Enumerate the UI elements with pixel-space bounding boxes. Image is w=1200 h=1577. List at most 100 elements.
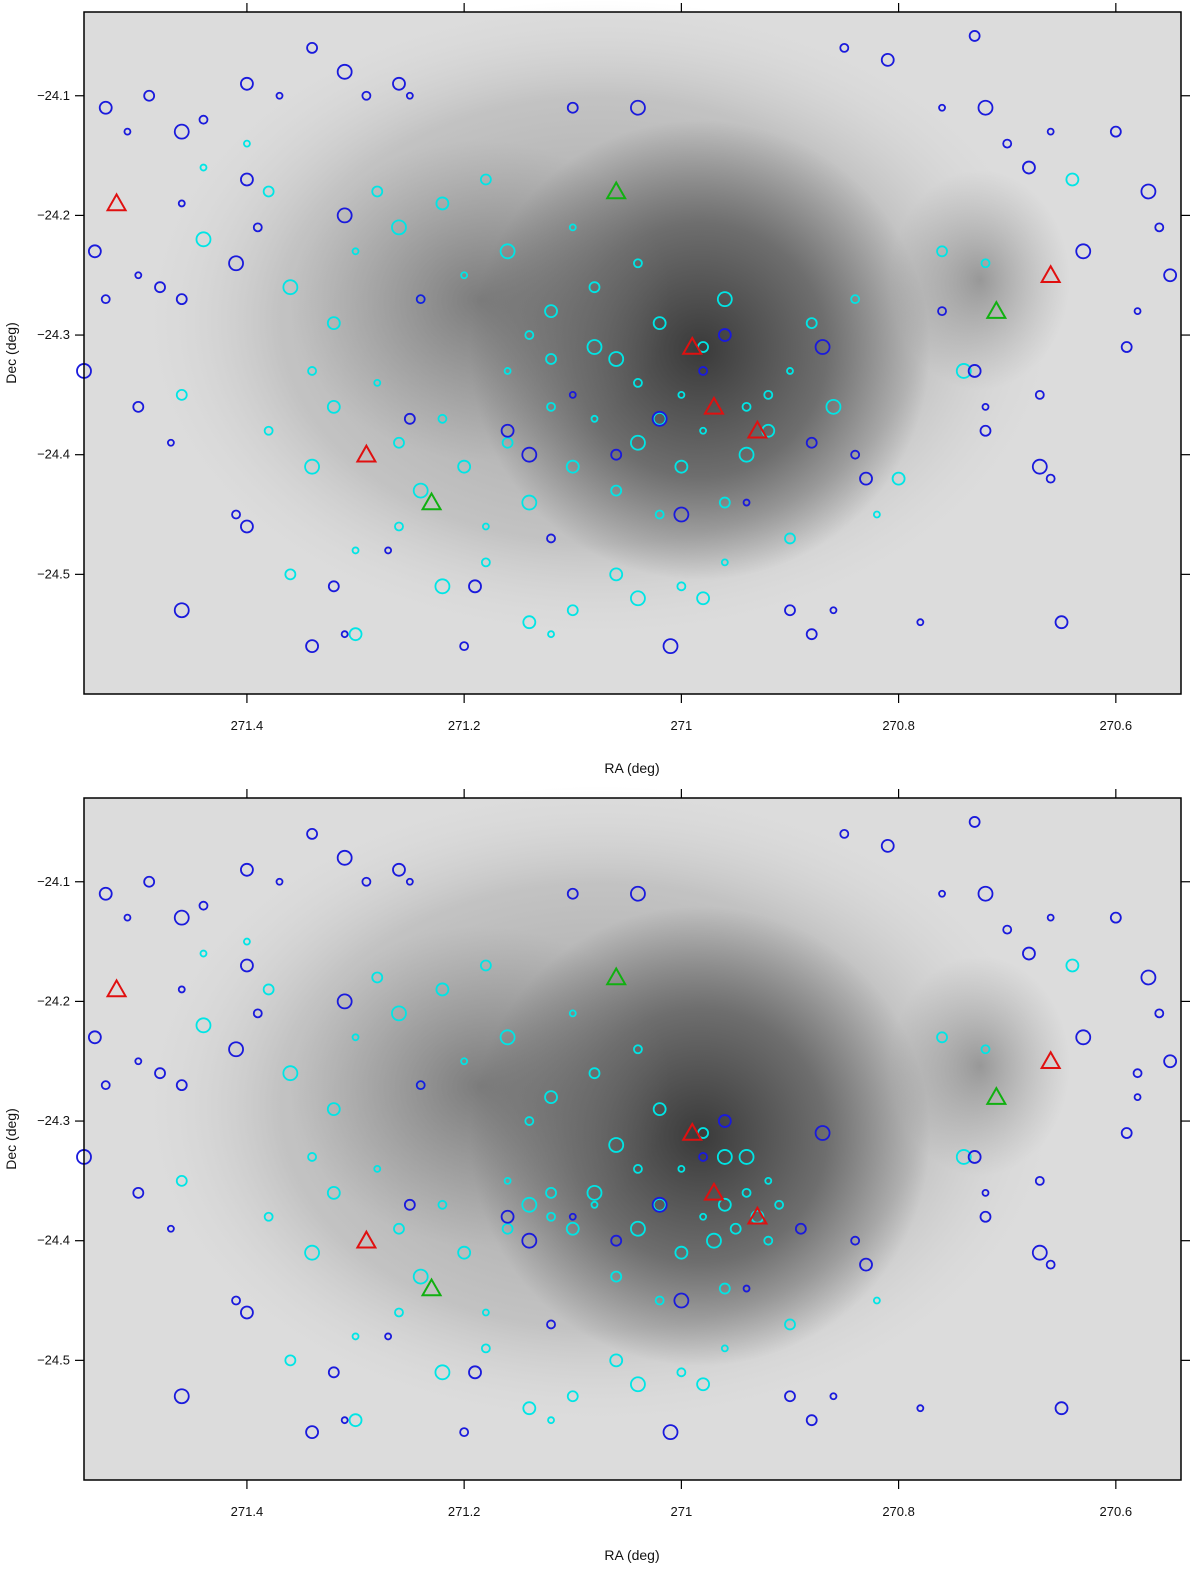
- data-point: [263, 425, 274, 436]
- data-point: [175, 1079, 188, 1092]
- triangle-marker: [105, 192, 128, 212]
- data-point: [698, 366, 708, 376]
- data-point: [859, 1257, 873, 1272]
- data-point: [173, 123, 190, 140]
- data-point: [252, 222, 263, 233]
- x-axis-label-1: RA (deg): [604, 760, 659, 776]
- data-point: [977, 885, 994, 902]
- data-point: [590, 1200, 599, 1209]
- data-point: [742, 498, 751, 507]
- data-point: [177, 199, 186, 208]
- data-point: [805, 436, 818, 449]
- data-point: [87, 244, 102, 259]
- data-point: [565, 1221, 580, 1236]
- data-point: [630, 1220, 646, 1237]
- data-point: [143, 875, 156, 888]
- data-point: [610, 1234, 623, 1247]
- data-point: [275, 91, 284, 100]
- data-point: [717, 328, 732, 342]
- y-tick-label: −24.4: [37, 447, 70, 462]
- plot-panel-1: 271.4 271.2 271 270.8 270.6 −24.1−24.2−24.3−…: [3, 0, 1190, 776]
- data-point: [243, 139, 251, 148]
- x-axis-ticks-2: 271.4 271.2 271 270.8 270.6: [231, 789, 1132, 1519]
- data-point: [839, 42, 850, 53]
- data-point: [415, 1080, 426, 1091]
- data-point: [738, 446, 755, 463]
- data-point: [717, 1197, 732, 1212]
- y-tick-label: −24.2: [37, 993, 70, 1008]
- data-point: [394, 521, 404, 532]
- data-point: [891, 471, 906, 486]
- data-point: [340, 1416, 349, 1425]
- data-point: [651, 1196, 668, 1213]
- data-point: [521, 1232, 538, 1249]
- data-point: [524, 330, 535, 340]
- data-point: [610, 484, 623, 497]
- data-point: [521, 446, 538, 463]
- data-point: [829, 606, 838, 615]
- data-point: [981, 402, 990, 411]
- data-point: [282, 279, 299, 296]
- data-point: [457, 1245, 472, 1260]
- background-image-1: [84, 0, 1181, 694]
- data-point: [198, 114, 209, 125]
- data-point: [763, 1235, 774, 1246]
- y-axis-ticks-2: −24.1 −24.2 −24.3 −24.4 −24.5: [37, 874, 1190, 1367]
- data-point: [654, 1295, 665, 1306]
- data-point: [405, 877, 414, 886]
- data-point: [981, 1188, 990, 1197]
- data-point: [173, 602, 190, 619]
- data-point: [652, 1102, 667, 1116]
- data-point: [262, 185, 275, 198]
- data-point: [630, 885, 646, 902]
- data-point: [936, 1031, 948, 1044]
- data-point: [306, 827, 318, 840]
- data-point: [304, 1244, 320, 1261]
- data-point: [784, 532, 796, 545]
- data-point: [1075, 1029, 1092, 1046]
- x-tick-label: 271.2: [448, 718, 481, 733]
- data-point: [850, 294, 861, 305]
- data-point: [231, 509, 241, 520]
- triangle-marker: [355, 443, 378, 463]
- data-point: [568, 1009, 577, 1018]
- data-point: [371, 971, 384, 984]
- data-point: [87, 1030, 102, 1045]
- data-point: [305, 1425, 319, 1440]
- data-point: [304, 458, 320, 475]
- data-point: [938, 889, 946, 898]
- x-axis-ticks-1: 271.4 271.2 271 270.8 270.6: [231, 3, 1132, 733]
- data-point: [351, 1033, 360, 1042]
- data-point: [499, 243, 516, 260]
- data-point: [457, 459, 472, 474]
- data-point: [610, 448, 623, 461]
- data-point: [524, 1116, 535, 1126]
- data-point: [195, 1017, 212, 1034]
- data-point: [763, 389, 774, 400]
- data-point: [166, 1224, 175, 1233]
- data-point: [307, 1152, 317, 1162]
- data-point: [814, 339, 831, 355]
- data-point: [718, 496, 731, 509]
- x-tick-label: 271.4: [231, 1504, 264, 1519]
- data-point: [500, 1209, 515, 1224]
- data-point: [521, 1196, 538, 1213]
- data-point: [361, 876, 372, 887]
- data-point: [980, 258, 991, 269]
- data-point: [654, 509, 665, 520]
- data-point: [199, 949, 208, 958]
- data-point: [968, 816, 981, 828]
- data-point: [326, 1102, 341, 1116]
- data-point: [544, 1090, 558, 1105]
- data-point: [98, 886, 113, 901]
- data-point: [738, 1149, 755, 1165]
- data-point: [437, 413, 448, 424]
- data-point: [1163, 1054, 1178, 1069]
- data-point: [393, 436, 405, 449]
- data-point: [652, 411, 667, 426]
- data-marks-1: [76, 30, 1178, 655]
- data-point: [154, 1067, 166, 1080]
- data-point: [742, 1284, 751, 1293]
- y-tick-label: −24.1: [37, 874, 70, 889]
